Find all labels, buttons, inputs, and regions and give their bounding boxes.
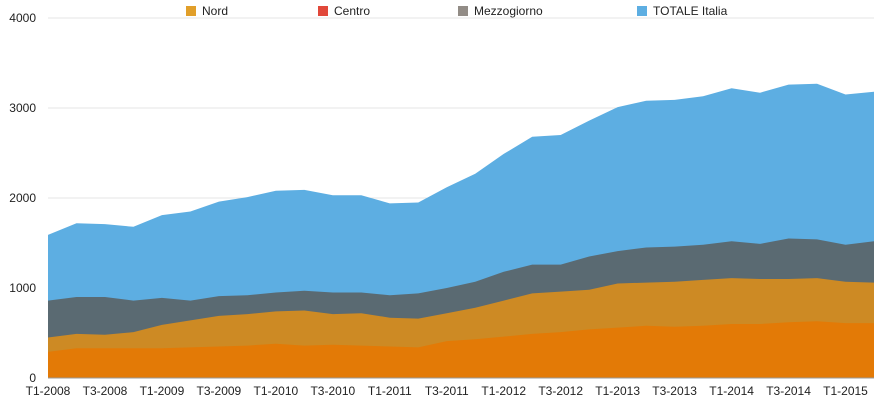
x-tick-label: T3-2010 xyxy=(310,384,355,398)
y-tick-label: 3000 xyxy=(9,101,36,115)
x-tick-label: T3-2012 xyxy=(538,384,583,398)
x-tick-label: T3-2011 xyxy=(425,384,469,398)
y-tick-label: 2000 xyxy=(9,191,36,205)
axes: 0 1000 2000 3000 4000 T1-2008 T3-2008 T1-2009 T3… xyxy=(9,11,874,398)
x-tick-label: T3-2014 xyxy=(766,384,811,398)
legend-item-nord: Nord xyxy=(186,4,228,18)
x-tick-label: T1-2008 xyxy=(26,384,71,398)
legend-label: Mezzogiorno xyxy=(474,4,543,18)
area-series-centro xyxy=(48,321,874,378)
legend-swatch xyxy=(186,6,196,16)
legend-item-totale-italia: TOTALE Italia xyxy=(637,4,728,18)
x-tick-label: T1-2015 xyxy=(823,384,868,398)
x-tick-label: T3-2009 xyxy=(197,384,242,398)
legend-swatch xyxy=(318,6,328,16)
legend-item-mezzogiorno: Mezzogiorno xyxy=(458,4,543,18)
legend-item-centro: Centro xyxy=(318,4,370,18)
y-tick-label: 0 xyxy=(29,371,36,385)
x-tick-label: T1-2012 xyxy=(481,384,526,398)
legend-swatch xyxy=(637,6,647,16)
x-tick-label: T1-2011 xyxy=(368,384,412,398)
x-tick-label: T3-2013 xyxy=(652,384,697,398)
y-tick-label: 1000 xyxy=(9,281,36,295)
x-tick-label: T1-2010 xyxy=(254,384,299,398)
legend-swatch xyxy=(458,6,468,16)
x-tick-label: T1-2014 xyxy=(709,384,754,398)
legend: Nord Centro Mezzogiorno TOTALE Italia xyxy=(186,4,728,18)
plot-area xyxy=(48,83,874,378)
legend-label: Centro xyxy=(334,4,370,18)
legend-label: Nord xyxy=(202,4,228,18)
x-tick-label: T1-2009 xyxy=(140,384,185,398)
x-tick-label: T1-2013 xyxy=(595,384,640,398)
y-tick-label: 4000 xyxy=(9,11,36,25)
x-tick-label: T3-2008 xyxy=(83,384,128,398)
legend-label: TOTALE Italia xyxy=(653,4,728,18)
